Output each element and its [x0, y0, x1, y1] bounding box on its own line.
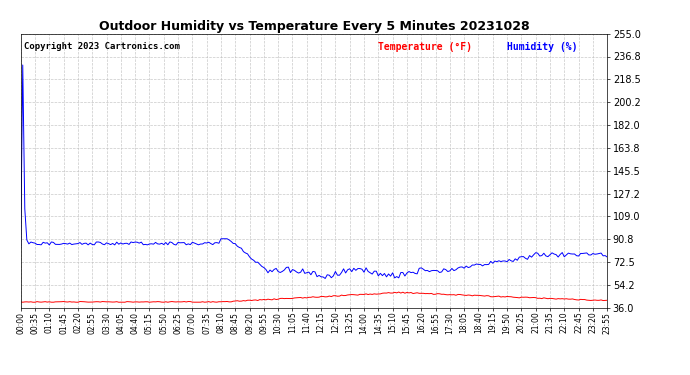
Text: Copyright 2023 Cartronics.com: Copyright 2023 Cartronics.com: [23, 42, 179, 51]
Title: Outdoor Humidity vs Temperature Every 5 Minutes 20231028: Outdoor Humidity vs Temperature Every 5 …: [99, 20, 529, 33]
Text: Humidity (%): Humidity (%): [507, 42, 578, 52]
Text: Temperature (°F): Temperature (°F): [378, 42, 473, 52]
